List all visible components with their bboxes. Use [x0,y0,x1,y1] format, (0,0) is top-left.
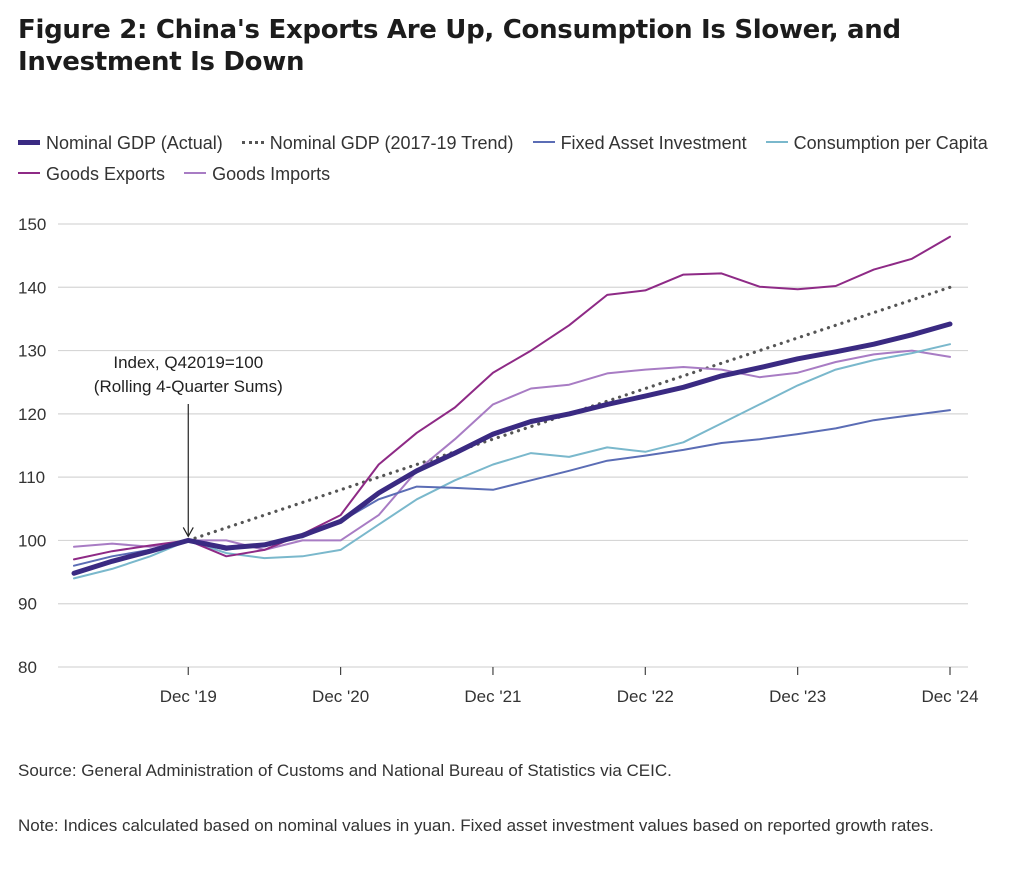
legend-swatch [532,141,555,144]
y-tick-label: 110 [18,468,45,487]
legend-item: Goods Imports [184,164,330,184]
x-tick-label: Dec '20 [312,687,369,706]
legend-swatch [765,141,788,144]
legend-item: Fixed Asset Investment [532,133,747,153]
series-line-nominal-gdp-2017-19-trend [186,285,952,543]
series-line-nominal-gdp-actual [71,321,953,576]
legend-swatch [18,139,40,145]
series-line-consumption-per-capita [73,343,951,580]
legend-item: Consumption per Capita [765,133,988,153]
x-tick-label: Dec '23 [769,687,826,706]
legend-label: Nominal GDP (2017-19 Trend) [269,133,514,153]
legend-item: Goods Exports [18,164,165,184]
legend-label: Consumption per Capita [793,133,988,153]
legend-item: Nominal GDP (2017-19 Trend) [241,133,514,153]
legend-label: Goods Imports [212,164,331,184]
annotation-line-1: Index, Q42019=100 [113,353,263,372]
y-tick-label: 140 [18,278,46,297]
y-tick-label: 150 [18,215,46,234]
annotation-line-2: (Rolling 4-Quarter Sums) [94,377,283,396]
legend: Nominal GDP (Actual) Nominal GDP (2017-1… [18,128,1008,190]
legend-label: Fixed Asset Investment [560,133,747,153]
x-tick-label: Dec '24 [921,687,978,706]
y-tick-labels: 80 90 100 110 120 130 140 150 [18,215,46,677]
y-tick-label: 80 [18,658,37,677]
legend-label: Goods Exports [46,164,166,184]
source-note: Source: General Administration of Custom… [18,761,672,780]
chart-title: Figure 2: China's Exports Are Up, Consum… [18,15,901,77]
legend-label: Nominal GDP (Actual) [46,133,223,153]
legend-swatch [241,140,264,144]
annotation: Index, Q42019=100 (Rolling 4-Quarter Sum… [94,353,283,538]
series-line-goods-imports [73,349,951,551]
annotation-arrow-head [182,527,194,538]
series-line-goods-exports [73,235,951,561]
y-tick-label: 100 [18,531,46,550]
x-tick-label: Dec '22 [617,687,674,706]
x-tick-label: Dec '19 [160,687,217,706]
y-tick-label: 130 [18,342,46,361]
x-tick-label: Dec '21 [464,687,521,706]
y-tick-label: 120 [18,405,46,424]
gridlines [58,223,968,668]
legend-swatch [18,172,40,175]
footnote: Note: Indices calculated based on nomina… [18,816,934,835]
legend-swatch [184,172,207,175]
y-tick-label: 90 [18,595,37,614]
x-axis: Dec '19 Dec '20 Dec '21 Dec '22 Dec '23 Dec '… [160,667,979,706]
legend-item: Nominal GDP (Actual) [18,133,223,153]
series-lines [71,235,953,580]
